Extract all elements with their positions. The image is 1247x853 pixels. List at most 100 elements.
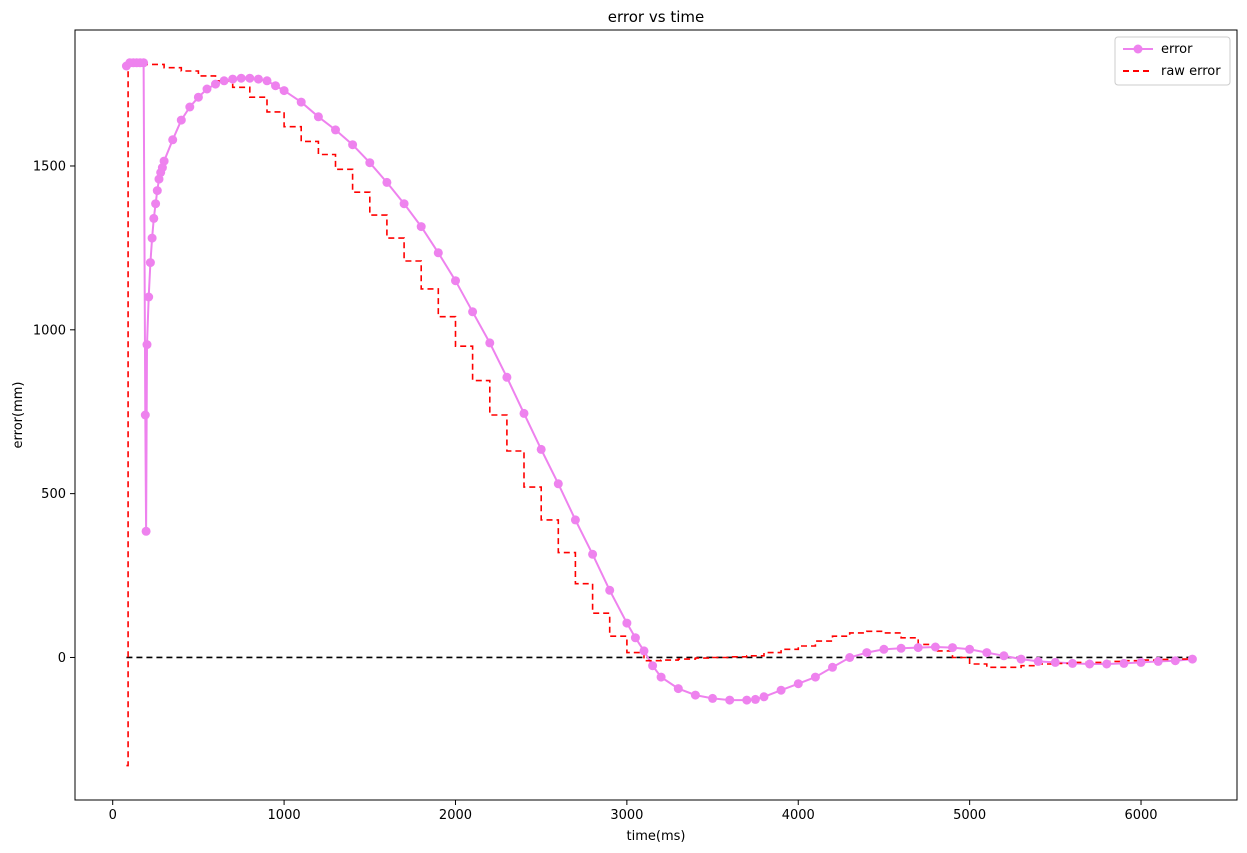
error-point (313, 112, 323, 122)
y-tick-label: 1000 (33, 323, 66, 338)
x-tick-label: 6000 (1124, 808, 1157, 823)
error-point (168, 135, 178, 145)
error-point (433, 248, 443, 258)
marker-layer (121, 58, 1197, 705)
error-point (656, 672, 666, 682)
error-point (588, 549, 598, 559)
x-tick-label: 5000 (953, 808, 986, 823)
error-point (1153, 656, 1163, 666)
error-point (176, 115, 186, 125)
error-point (502, 372, 512, 382)
error-point (253, 74, 263, 84)
error-point (810, 672, 820, 682)
x-axis-title: time(ms) (627, 829, 686, 844)
error-point (725, 695, 735, 705)
error-point (1016, 654, 1026, 664)
error-point (570, 515, 580, 525)
error-point (236, 73, 246, 83)
error-point (271, 81, 280, 91)
error-point (896, 643, 906, 653)
error-point (382, 177, 392, 187)
error-point (690, 690, 700, 700)
error-point (673, 684, 683, 694)
error-point (1068, 658, 1077, 668)
error-point (348, 140, 358, 150)
error-point (879, 644, 889, 654)
error-point (1119, 658, 1129, 668)
error-point (468, 307, 478, 317)
error-point (982, 648, 992, 658)
error-point (553, 479, 563, 489)
error-point (152, 186, 162, 196)
error-point (742, 695, 752, 705)
error-point (965, 644, 975, 654)
error-point (279, 86, 289, 96)
error-point (776, 685, 786, 695)
error-point (416, 222, 426, 232)
error-point (648, 661, 658, 671)
error-point (519, 408, 529, 418)
y-axis-title: error(mm) (11, 382, 26, 449)
chart-title: error vs time (608, 8, 704, 26)
error-point (331, 125, 340, 135)
error-point (139, 58, 149, 68)
legend-error-marker (1133, 44, 1143, 54)
error-point (149, 213, 159, 223)
error-point (159, 156, 169, 166)
error-point (151, 199, 161, 209)
error-point (622, 618, 632, 628)
error-point (1033, 656, 1043, 666)
y-tick-label: 0 (58, 651, 66, 666)
error-point (365, 158, 375, 168)
error-point (605, 585, 615, 595)
error-point (862, 648, 872, 658)
legend-error-label: error (1161, 42, 1193, 57)
error-point (948, 643, 957, 653)
error-point (1170, 656, 1180, 666)
error-point (536, 444, 546, 454)
error-point (211, 79, 220, 89)
error-point (750, 694, 760, 704)
error-point (708, 693, 718, 703)
x-tick-label: 0 (109, 808, 117, 823)
error-point (185, 102, 195, 112)
error-point (228, 74, 238, 84)
error-point (399, 199, 409, 209)
legend-raw-error-label: raw error (1161, 64, 1221, 79)
x-tick-label: 4000 (782, 808, 815, 823)
y-tick-label: 1500 (33, 159, 66, 174)
error-point (140, 410, 150, 420)
error-point (1085, 659, 1095, 669)
error-point (147, 233, 157, 243)
error-point (845, 653, 855, 662)
y-tick-label: 500 (41, 487, 66, 502)
x-tick-label: 1000 (268, 808, 301, 823)
error-point (144, 292, 154, 302)
error-point (262, 76, 272, 86)
error-point (630, 633, 640, 643)
error-point (141, 526, 151, 536)
error-point (828, 662, 837, 672)
error-point (219, 76, 229, 86)
error-point (930, 642, 940, 652)
error-point (1136, 657, 1146, 667)
error-point (451, 276, 460, 286)
error-point (202, 84, 212, 94)
error-point (245, 73, 255, 83)
error-point (145, 258, 155, 268)
plot-frame (74, 29, 1238, 801)
legend: error raw error (1114, 36, 1231, 86)
error-point (1187, 654, 1197, 664)
x-tick-label: 3000 (610, 808, 643, 823)
error-point (913, 643, 923, 653)
error-point (296, 97, 306, 107)
error-point (759, 692, 769, 702)
error-point (1102, 659, 1112, 669)
error-point (485, 338, 495, 348)
plot-area: 0 1000 2000 3000 4000 5000 6000 0 500 1000 1500 (33, 29, 1238, 823)
tick-layer: 0 1000 2000 3000 4000 5000 6000 0 500 1000 1500 (33, 159, 1158, 823)
error-point (142, 340, 152, 350)
error-point (999, 651, 1009, 661)
x-tick-label: 2000 (439, 808, 472, 823)
